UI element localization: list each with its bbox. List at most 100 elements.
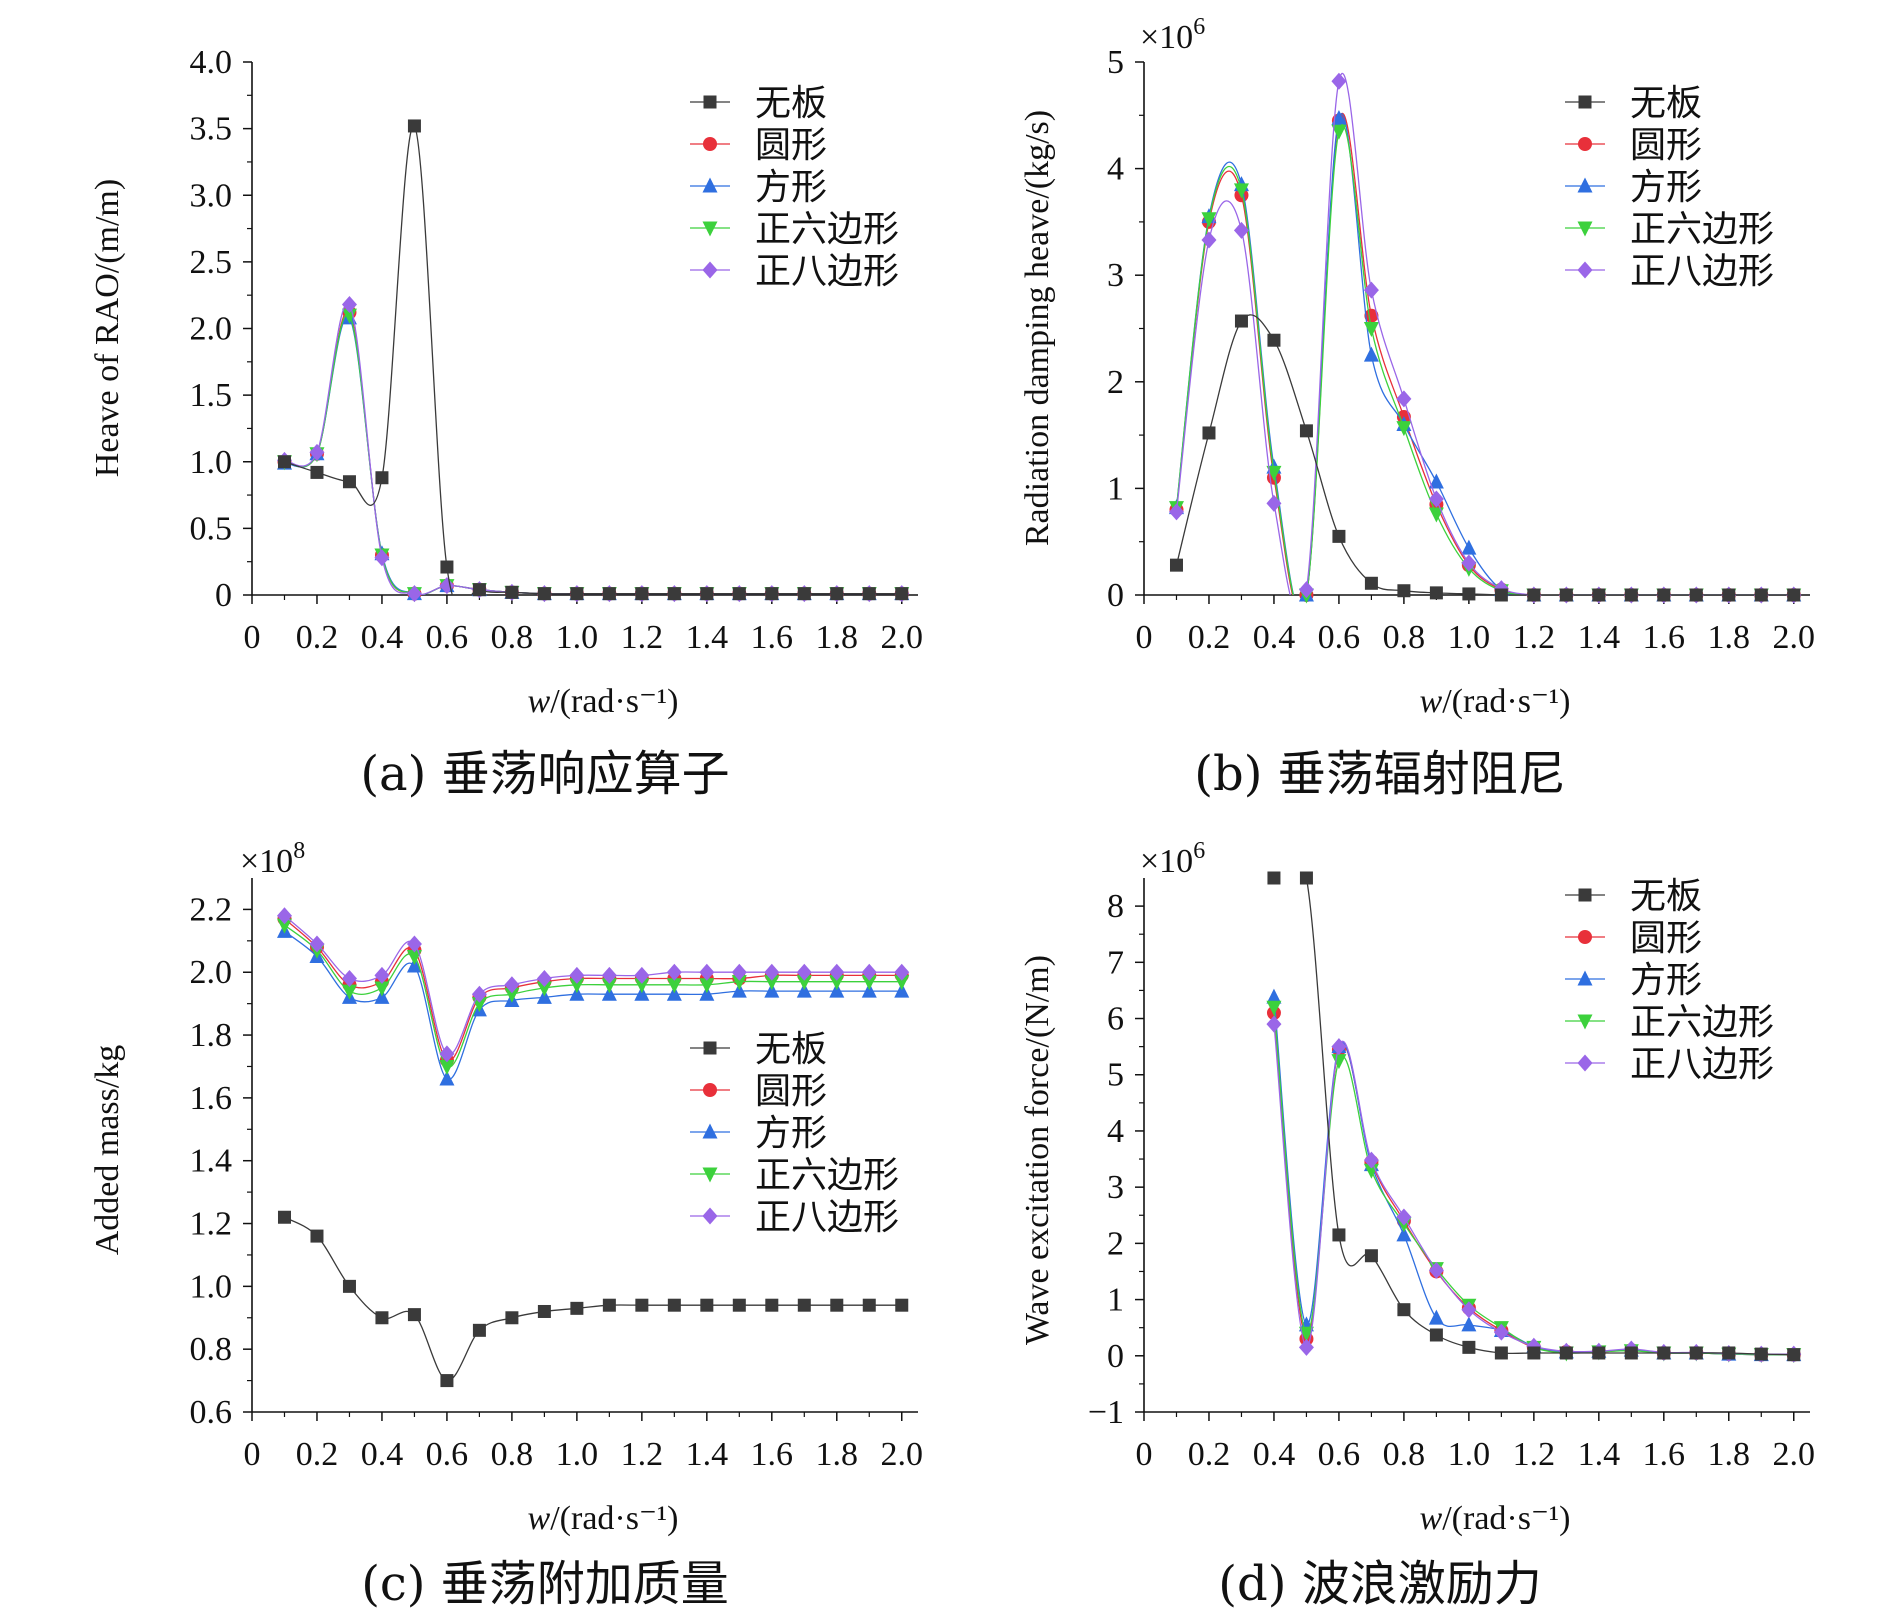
data-point [1332, 529, 1346, 543]
legend-marker [1577, 970, 1593, 986]
data-point [310, 1229, 324, 1243]
data-point [1201, 212, 1217, 228]
y-axis-label: Heave of RAO/(m/m) [89, 179, 126, 477]
multiplier-base: ×10 [240, 843, 293, 880]
data-point [829, 963, 845, 981]
data-point [537, 1304, 551, 1318]
y-tick-label: 0.8 [190, 1331, 233, 1368]
data-point [1787, 588, 1801, 602]
data-point [1428, 490, 1444, 508]
data-point [635, 587, 649, 601]
x-tick-label: 2.0 [1773, 619, 1816, 656]
legend-marker [703, 95, 717, 109]
data-point [1754, 1347, 1768, 1361]
data-point [570, 587, 584, 601]
data-point [406, 585, 422, 603]
legend-label: 正八边形 [1630, 251, 1774, 292]
x-axis-label-unit: /(rad·s⁻¹) [1442, 1500, 1570, 1537]
data-point [829, 975, 845, 991]
y-tick-label: 1.0 [190, 1268, 233, 1305]
data-point [601, 966, 617, 984]
data-point [1298, 1326, 1314, 1342]
data-point [1233, 221, 1249, 239]
x-tick-label: 1.0 [1448, 1436, 1491, 1473]
data-point [276, 907, 292, 925]
y-tick-label: 5 [1107, 1057, 1124, 1094]
data-point [699, 978, 715, 994]
x-axis-label: w/(rad·s⁻¹) [1420, 683, 1571, 720]
data-point [1266, 988, 1282, 1004]
data-point [1332, 1228, 1346, 1242]
data-point [895, 587, 909, 601]
data-point [1527, 1346, 1541, 1360]
data-point [1494, 588, 1508, 602]
series-line [1175, 314, 1794, 595]
legend-label: 正八边形 [1630, 1044, 1774, 1085]
x-tick-label: 1.2 [1513, 619, 1556, 656]
y-axis-label: Added mass/kg [89, 1045, 126, 1256]
data-point [309, 443, 325, 461]
data-point [570, 1301, 584, 1315]
data-point [1233, 183, 1249, 199]
data-point [797, 587, 811, 601]
data-point [276, 918, 292, 934]
data-point [1396, 421, 1412, 437]
y-tick-label: 1 [1107, 1282, 1124, 1319]
x-axis-label-symbol: w [528, 1500, 551, 1537]
x-axis-label: w/(rad·s⁻¹) [1420, 1500, 1571, 1537]
series-1 [1169, 314, 1801, 602]
legend-label: 圆形 [755, 1071, 827, 1112]
panel-c: 0.6 0.8 1.0 1.2 1.4 1.6 1.8 2.0 2.2 0 0.2 0.4 0.6 0.8… [89, 838, 923, 1612]
data-point [1428, 507, 1444, 523]
data-point [1624, 588, 1638, 602]
data-point [1168, 503, 1184, 521]
data-point [472, 1323, 486, 1337]
data-point [635, 1298, 649, 1312]
x-tick-label: 2.0 [881, 619, 924, 656]
data-point [602, 587, 616, 601]
data-point [439, 1059, 455, 1075]
legend-marker [702, 1123, 718, 1139]
data-point [1363, 1151, 1379, 1169]
series-4 [1168, 124, 1802, 604]
legend-marker [1577, 1014, 1593, 1030]
data-point [700, 587, 714, 601]
data-point [1396, 390, 1412, 408]
y-tick-label: 3 [1107, 1169, 1124, 1206]
data-point [374, 981, 390, 997]
series-2 [277, 305, 909, 601]
data-point [634, 966, 650, 984]
series-5 [276, 296, 910, 603]
legend-label: 方形 [755, 167, 827, 208]
x-tick-label: 0.8 [1383, 1436, 1426, 1473]
data-point [667, 1298, 681, 1312]
multiplier-base: ×10 [1140, 843, 1193, 880]
panel-caption: (d) 波浪激励力 [1218, 1556, 1541, 1612]
data-point [1527, 588, 1541, 602]
legend-label: 正六边形 [755, 209, 899, 250]
x-tick-label: 0.8 [1383, 619, 1426, 656]
data-point [1364, 308, 1379, 323]
data-point [440, 1374, 454, 1388]
data-point [1722, 1346, 1736, 1360]
data-point [406, 950, 422, 966]
data-point [1331, 124, 1347, 140]
data-point [764, 963, 780, 981]
legend-marker [702, 1167, 718, 1183]
multiplier-exponent: 6 [1193, 14, 1205, 40]
data-point [1396, 1226, 1412, 1242]
data-point [1363, 346, 1379, 362]
x-tick-label: 0 [244, 619, 261, 656]
panel-b: 0 1 2 3 4 5 0 0.2 0.4 0.6 0.8 1.0 1.2 1.4 1.6 1.8 2.0 w/(… [1019, 14, 1815, 802]
series-line [1273, 876, 1794, 1356]
data-point [1298, 1338, 1314, 1356]
data-point [1363, 322, 1379, 337]
data-point [375, 1311, 389, 1325]
data-point [277, 1210, 291, 1224]
legend-label: 无板 [755, 83, 827, 124]
data-point [765, 1298, 779, 1312]
panel-d: −1 0 1 2 3 4 5 6 7 8 0 0.2 0.4 0.6 0.8 1.0 1.2 1.4 1.6 1.8 2… [1019, 838, 1815, 1612]
data-point [504, 987, 520, 1003]
data-point [1461, 539, 1477, 555]
